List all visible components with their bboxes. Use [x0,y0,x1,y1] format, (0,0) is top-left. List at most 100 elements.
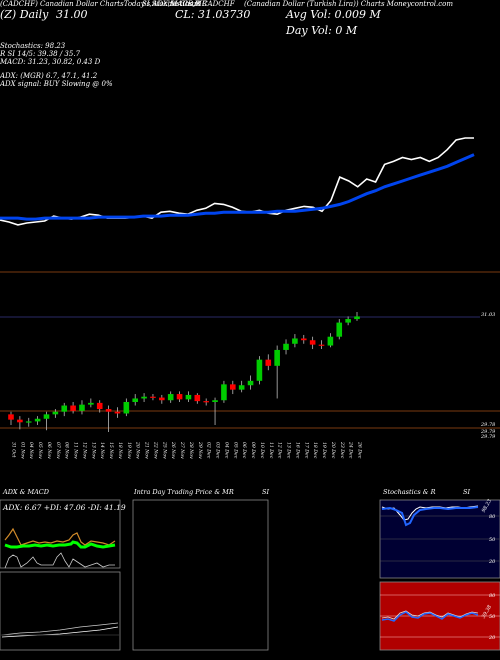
candle [238,380,245,393]
date-tick-label: 26 Nov [170,441,176,459]
intraday-si-label: SI [262,488,269,496]
adx-line [4,527,116,546]
macd-line [1,622,119,636]
candle [256,356,263,385]
candlesticks [8,312,360,432]
candle-body [61,405,68,412]
candle [247,375,254,390]
date-tick-label: 07 Nov [55,442,61,459]
candle-body [123,402,130,414]
di-minus-line [4,552,115,569]
low-price-label-1: 29.78 [480,422,495,428]
candle-body [203,401,209,403]
header-title-2: SI,Stochastics,MR [142,0,208,8]
date-tick-label: 03 Dec [215,442,221,459]
indicator-panels: ADX & MACD ADX: 6.67 +DI: 47.06 -DI: 41.… [0,488,500,651]
candle [114,407,121,418]
candle-body [229,384,236,390]
candle-body [185,394,192,400]
date-tick-label: 01 Nov [19,442,25,459]
candle-body [167,394,174,401]
candle-body [274,349,280,366]
date-tick-label: 29 Nov [197,441,203,459]
date-tick-label: 08 Nov [64,442,70,459]
candle-body [79,404,85,411]
date-tick-label: 13 Nov [90,442,96,459]
candle [25,417,32,427]
header-title-3: SI Chart CADCHF [170,0,235,8]
adx-panel-title: ADX & MACD [2,488,50,496]
date-tick-label: 14 Nov [99,442,105,459]
candle-body [212,400,218,402]
intraday-panel-title: Intra Day Trading Price & MR [133,488,234,496]
date-tick-label: 04 Nov [28,442,34,459]
candle [292,334,298,348]
last-price-label: 31.03 [481,312,495,318]
candle [354,312,360,321]
candle [274,345,280,399]
date-tick-label: 21 Nov [144,441,150,459]
macd-panel [0,571,121,651]
rsi-label-50: 50 [489,614,496,620]
stochastics-line: Stochastics: 98.23 [0,42,66,50]
candle-body [300,338,307,341]
date-tick-label: 31 Oct [11,442,17,458]
candle-body [17,419,23,423]
candle-body [336,322,343,337]
candle-body [132,398,139,402]
candle-body [114,411,121,414]
adx-values: ADX: 6.67 +DI: 47.06 -DI: 41.19 [2,503,126,512]
candle [96,400,103,413]
candle-body [238,385,245,390]
day-vol: Day Vol: 0 M [286,24,358,37]
main-chart: 31.03 29.78 29.79 29.79 31 Oct 01 Nov 04 N… [0,137,500,459]
date-tick-label: 23 Dec [339,441,345,459]
candle [52,409,59,418]
candle [88,398,94,408]
candle [327,333,334,348]
candle [34,416,41,425]
avg-vol: Avg Vol: 0.009 M [286,8,381,21]
date-tick-label: 06 Nov [46,442,52,459]
date-tick-label: 02 Dec [206,442,212,459]
low-price-label-2: 29.79 [480,429,496,435]
date-tick-label: 10 Dec [259,442,265,459]
candle-body [256,359,263,381]
date-tick-label: 13 Dec [286,442,292,459]
candle-body [247,380,254,386]
candle-body [283,343,289,350]
candle [150,394,156,401]
date-tick-label: 11 Nov [73,442,79,459]
date-tick-label: 11 Dec [268,442,274,459]
stoch-si-label: SI [463,488,470,496]
candle [203,398,209,406]
rsi-line [381,611,479,622]
adx-panel [0,499,121,569]
candle-body [176,394,183,400]
candle-body [354,316,360,320]
candle [159,394,165,404]
candle-body [221,384,227,401]
close-label: CL: 31.03730 [175,8,251,21]
today-value: 31.00 [56,8,88,21]
candle [70,402,76,414]
date-tick-label: 18 Nov [117,442,123,459]
stoch-label-50: 50 [489,537,496,543]
candle-body [105,409,112,412]
date-tick-label: 19 Dec [321,442,327,459]
stoch-label-20: 20 [488,559,496,565]
candle-body [292,338,298,344]
candle-body [318,344,325,346]
rsi-signal-line [381,610,479,620]
date-tick-label: 05 Nov [37,442,43,459]
candle-body [345,319,351,323]
si-line: R SI 14/5: 39.38 / 35.7 [0,50,81,58]
candle [265,354,272,371]
header-title-4: (Canadian Dollar (Turkish Lira)) Charts … [244,0,454,8]
date-tick-label: 19 Nov [126,442,132,459]
adx-line: ADX: (MGR) 6.7, 47.1, 41.2 [0,72,98,80]
chart-info-header: (CADCHF) Canadian Dollar ChartsToday's A… [0,0,490,90]
candle-body [70,405,76,411]
date-tick-label: 24 Dec [348,441,354,459]
date-tick-label: 28 Nov [188,441,194,459]
